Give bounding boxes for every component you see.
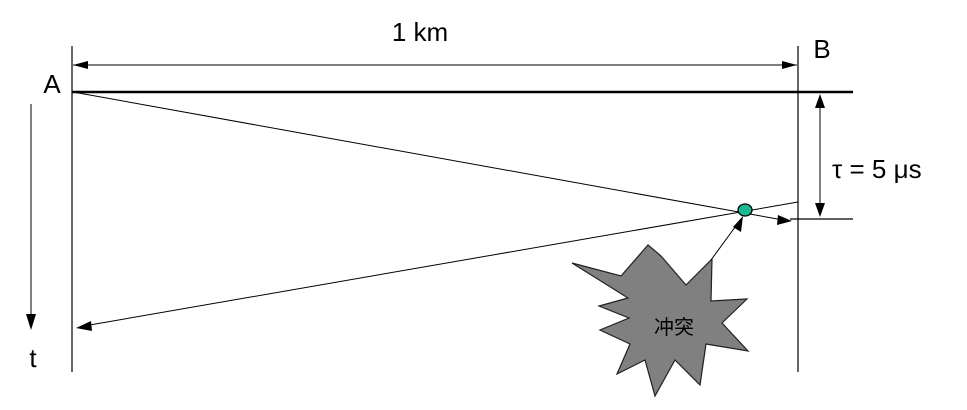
collision-pointer-arrowhead	[733, 216, 743, 232]
collision-point	[737, 203, 753, 217]
signal-from-b	[83, 201, 799, 327]
collision-label: 冲突	[654, 315, 694, 339]
node-b-label: B	[813, 34, 830, 64]
time-axis-label: t	[29, 343, 37, 373]
signal-from-a-arrowhead	[777, 215, 792, 225]
node-a-label: A	[43, 69, 61, 99]
signal-from-a	[72, 91, 784, 221]
collision-burst	[571, 244, 750, 398]
delay-arrowhead-top	[815, 94, 825, 108]
delay-arrowhead-bottom	[815, 203, 825, 217]
distance-arrowhead-left	[73, 61, 88, 69]
distance-label: 1 km	[392, 17, 448, 47]
signal-from-b-arrowhead	[76, 321, 92, 331]
propagation-delay-label: τ = 5 μs	[832, 154, 922, 184]
distance-arrowhead-right	[782, 61, 797, 69]
time-axis-arrowhead	[26, 314, 36, 330]
